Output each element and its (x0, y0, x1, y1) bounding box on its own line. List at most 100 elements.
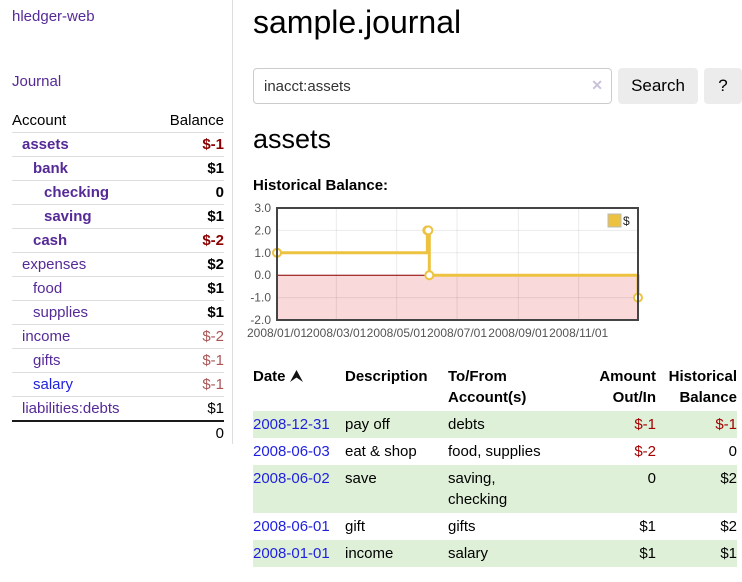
search-button[interactable]: Search (618, 68, 698, 104)
svg-text:2008/07/01: 2008/07/01 (427, 326, 487, 340)
svg-text:3.0: 3.0 (254, 201, 271, 215)
historical-balance-chart[interactable]: 3.0 2.0 1.0 0.0 -1.0 -2.0 2008/01/01 2008/03/01… (243, 200, 648, 350)
account-row: assets $-1 (12, 132, 224, 157)
main-content: sample.journal ✕ Search ? assets Histori… (247, 0, 742, 567)
svg-text:2008/03/01: 2008/03/01 (306, 326, 366, 340)
accounts-table: Account Balance assets $-1 bank $1 check… (12, 109, 224, 445)
register-row: 2008-06-02 save saving, checking 0 $2 (253, 465, 737, 513)
account-row: gifts $-1 (12, 348, 224, 373)
clear-search-icon[interactable]: ✕ (591, 77, 603, 93)
account-balance: 0 (152, 180, 224, 205)
svg-text:2008/05/01: 2008/05/01 (367, 326, 427, 340)
page-title: sample.journal (253, 4, 462, 40)
svg-text:2008/11/01: 2008/11/01 (549, 326, 608, 340)
svg-text:2008/09/01: 2008/09/01 (488, 326, 548, 340)
transaction-amount: 0 (647, 470, 656, 487)
sidebar-item-journal[interactable]: Journal (12, 73, 62, 90)
account-row: income $-2 (12, 324, 224, 349)
accounts-header-row: Account Balance (12, 109, 224, 133)
transaction-balance: $1 (720, 545, 737, 562)
account-row: food $1 (12, 276, 224, 301)
transaction-description: gift (345, 518, 366, 535)
chart-section-label: Historical Balance: (253, 177, 389, 194)
register-header-date[interactable]: Date (253, 363, 345, 411)
account-link-income[interactable]: income (22, 328, 71, 345)
transaction-amount: $-2 (634, 443, 656, 460)
account-title: assets (253, 124, 332, 154)
transaction-description: eat & shop (345, 443, 417, 460)
account-balance: $2 (152, 252, 224, 277)
transaction-amount: $1 (639, 545, 656, 562)
transaction-date-link[interactable]: 2008-06-03 (253, 443, 330, 460)
account-balance: $-1 (152, 348, 224, 373)
sort-ascending-icon (289, 367, 303, 388)
account-link-assets[interactable]: assets (22, 136, 69, 153)
account-row: supplies $1 (12, 300, 224, 325)
register-row: 2008-06-03 eat & shop food, supplies $-2… (253, 438, 737, 465)
register-header-description: Description (345, 368, 428, 385)
transaction-date-link[interactable]: 2008-06-02 (253, 470, 330, 487)
transaction-date-link[interactable]: 2008-12-31 (253, 416, 330, 433)
account-row: saving $1 (12, 204, 224, 229)
account-link-bank[interactable]: bank (33, 160, 69, 177)
account-balance: $1 (152, 156, 224, 181)
transaction-accounts: saving, checking (448, 470, 508, 508)
account-link-supplies[interactable]: supplies (33, 304, 89, 321)
account-balance: $-1 (152, 132, 224, 157)
account-link-saving[interactable]: saving (44, 208, 92, 225)
transaction-description: save (345, 470, 377, 487)
account-balance: $-2 (152, 228, 224, 253)
account-row: liabilities:debts $1 (12, 396, 224, 422)
accounts-header-account: Account (12, 109, 153, 133)
transaction-description: income (345, 545, 394, 562)
account-balance: $-2 (152, 324, 224, 349)
transaction-accounts: debts (448, 416, 485, 433)
accounts-total-row: 0 (12, 420, 224, 445)
register-row: 2008-06-01 gift gifts $1 $2 (253, 513, 737, 540)
account-link-food[interactable]: food (33, 280, 63, 297)
transaction-date-link[interactable]: 2008-06-01 (253, 518, 330, 535)
account-link-cash[interactable]: cash (33, 232, 68, 249)
register-row: 2008-12-31 pay off debts $-1 $-1 (253, 411, 737, 438)
search-input[interactable] (253, 68, 612, 104)
account-row: bank $1 (12, 156, 224, 181)
sidebar: hledger-web Journal Account Balance asse… (0, 0, 233, 445)
register-header-row: Date Description To/From Account(s) Amou… (253, 363, 737, 411)
transaction-balance: $-1 (715, 416, 737, 433)
svg-text:-1.0: -1.0 (250, 291, 271, 305)
transaction-date-link[interactable]: 2008-01-01 (253, 545, 330, 562)
account-row: salary $-1 (12, 372, 224, 397)
svg-text:1.0: 1.0 (254, 246, 271, 260)
svg-text:-2.0: -2.0 (250, 313, 271, 327)
account-balance: $1 (152, 204, 224, 229)
svg-text:2008/01/01: 2008/01/01 (247, 326, 307, 340)
account-balance: $1 (152, 300, 224, 325)
transaction-balance: $2 (720, 470, 737, 487)
account-balance: $1 (152, 396, 224, 422)
account-row: expenses $2 (12, 252, 224, 277)
svg-text:2.0: 2.0 (254, 223, 271, 237)
register-table: Date Description To/From Account(s) Amou… (253, 363, 737, 567)
accounts-header-balance: Balance (152, 109, 224, 133)
account-link-liabilities-debts[interactable]: liabilities:debts (22, 400, 120, 417)
account-balance: $-1 (152, 372, 224, 397)
account-balance: $1 (152, 276, 224, 301)
transaction-amount: $1 (639, 518, 656, 535)
transaction-accounts: salary (448, 545, 489, 562)
register-header-balance: Historical Balance (668, 368, 737, 406)
account-link-checking[interactable]: checking (44, 184, 110, 201)
account-link-gifts[interactable]: gifts (33, 352, 61, 369)
transaction-amount: $-1 (634, 416, 656, 433)
svg-text:$: $ (623, 214, 630, 228)
account-link-salary[interactable]: salary (33, 376, 74, 393)
account-row: cash $-2 (12, 228, 224, 253)
accounts-total-value: 0 (152, 420, 224, 445)
register-header-accounts: To/From Account(s) (448, 368, 527, 406)
transaction-accounts: gifts (448, 518, 476, 535)
help-button[interactable]: ? (704, 68, 742, 104)
brand-link[interactable]: hledger-web (12, 8, 95, 25)
account-link-expenses[interactable]: expenses (22, 256, 87, 273)
account-row: checking 0 (12, 180, 224, 205)
search-form: ✕ Search ? (253, 68, 742, 104)
